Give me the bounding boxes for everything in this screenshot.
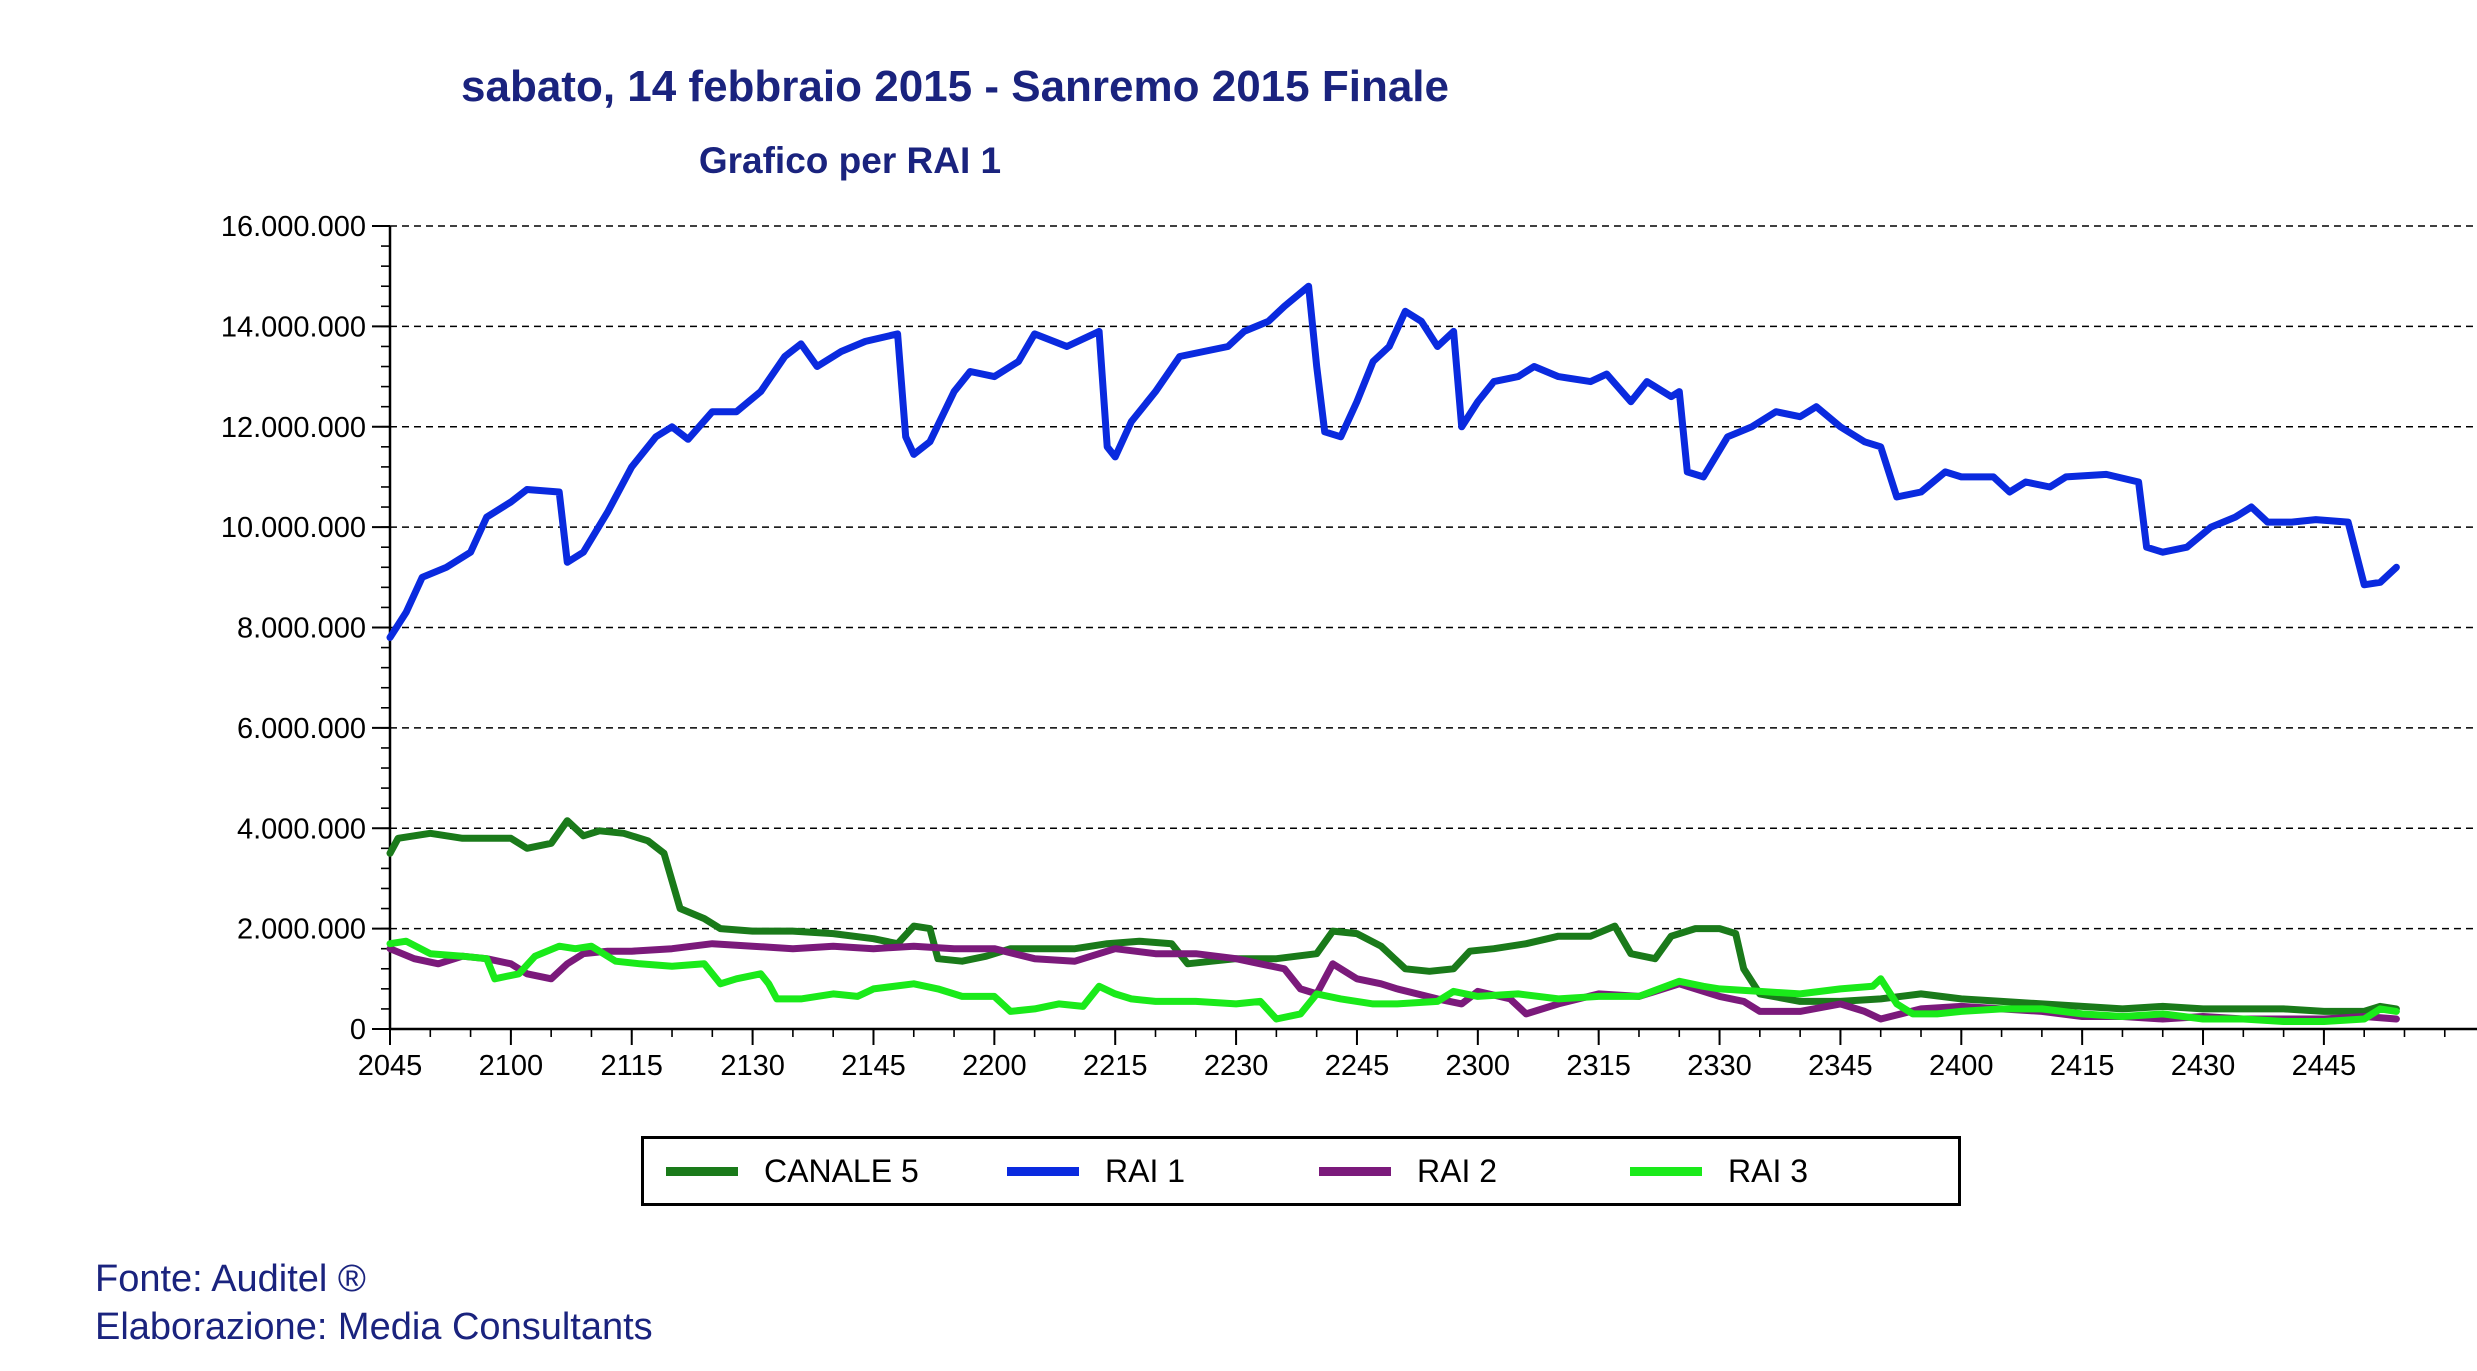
x-tick-label: 2315: [1566, 1050, 1631, 1082]
x-tick-label: 2300: [1446, 1050, 1511, 1082]
legend-swatch-canale5: [666, 1166, 738, 1176]
x-tick-label: 2115: [601, 1050, 663, 1082]
x-tick-label: 2345: [1808, 1050, 1873, 1082]
y-tick-label: 16.000.000: [221, 211, 366, 243]
legend-item-canale5: CANALE 5: [666, 1139, 919, 1203]
legend-label-rai1: RAI 1: [1105, 1152, 1186, 1189]
axes: [372, 225, 2477, 1045]
legend-label-rai3: RAI 3: [1728, 1152, 1809, 1189]
x-tick-label: 2445: [2292, 1050, 2357, 1082]
series-lines: [386, 282, 2400, 1025]
legend-item-rai2: RAI 2: [1319, 1139, 1497, 1203]
chart-subtitle: Grafico per RAI 1: [698, 140, 1002, 181]
series-line-canale5: [386, 817, 2400, 1015]
x-tick-label: 2245: [1325, 1050, 1390, 1082]
legend-label-rai2: RAI 2: [1417, 1152, 1498, 1189]
legend: CANALE 5 RAI 1 RAI 2 RAI 3: [641, 1136, 1961, 1206]
x-tick-label: 2200: [962, 1050, 1027, 1082]
x-tick-label: 2215: [1083, 1050, 1148, 1082]
y-tick-label: 0: [350, 1014, 366, 1046]
x-tick-label: 2430: [2171, 1050, 2236, 1082]
footer-elaboration: Elaborazione: Media Consultants: [95, 1306, 653, 1348]
y-tick-label: 8.000.000: [237, 613, 366, 645]
tick-labels: 0 2.000.000 4.000.000 6.000.000 8.000.000 10.…: [221, 211, 2356, 1082]
footer-source: Fonte: Auditel ®: [95, 1258, 366, 1300]
y-tick-label: 12.000.000: [221, 412, 366, 444]
x-tick-label: 2100: [479, 1050, 544, 1082]
y-tick-label: 14.000.000: [221, 311, 366, 343]
y-tick-label: 4.000.000: [237, 813, 366, 845]
legend-swatch-rai2: [1319, 1166, 1391, 1176]
legend-swatch-rai1: [1007, 1166, 1079, 1176]
legend-item-rai3: RAI 3: [1630, 1139, 1808, 1203]
y-tick-label: 10.000.000: [221, 512, 366, 544]
x-tick-label: 2415: [2050, 1050, 2115, 1082]
chart-title: sabato, 14 febbraio 2015 - Sanremo 2015 …: [461, 62, 1449, 111]
series-line-rai3: [386, 937, 2400, 1025]
footer: Fonte: Auditel ® Elaborazione: Media Con…: [95, 1255, 653, 1351]
y-tick-label: 6.000.000: [237, 713, 366, 745]
legend-label-canale5: CANALE 5: [764, 1152, 919, 1189]
x-tick-label: 2130: [720, 1050, 785, 1082]
x-tick-label: 2145: [841, 1050, 906, 1082]
x-tick-label: 2400: [1929, 1050, 1994, 1082]
x-tick-label: 2330: [1687, 1050, 1752, 1082]
grid-lines: [390, 225, 2477, 930]
x-tick-label: 2045: [358, 1050, 423, 1082]
x-tick-label: 2230: [1204, 1050, 1269, 1082]
legend-item-rai1: RAI 1: [1007, 1139, 1185, 1203]
y-tick-label: 2.000.000: [237, 914, 366, 946]
series-line-rai1: [386, 282, 2400, 641]
legend-swatch-rai3: [1630, 1166, 1702, 1176]
